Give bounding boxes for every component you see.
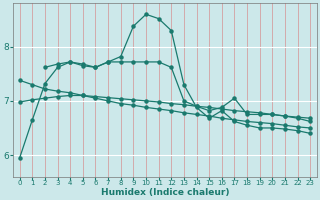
X-axis label: Humidex (Indice chaleur): Humidex (Indice chaleur) <box>101 188 229 197</box>
